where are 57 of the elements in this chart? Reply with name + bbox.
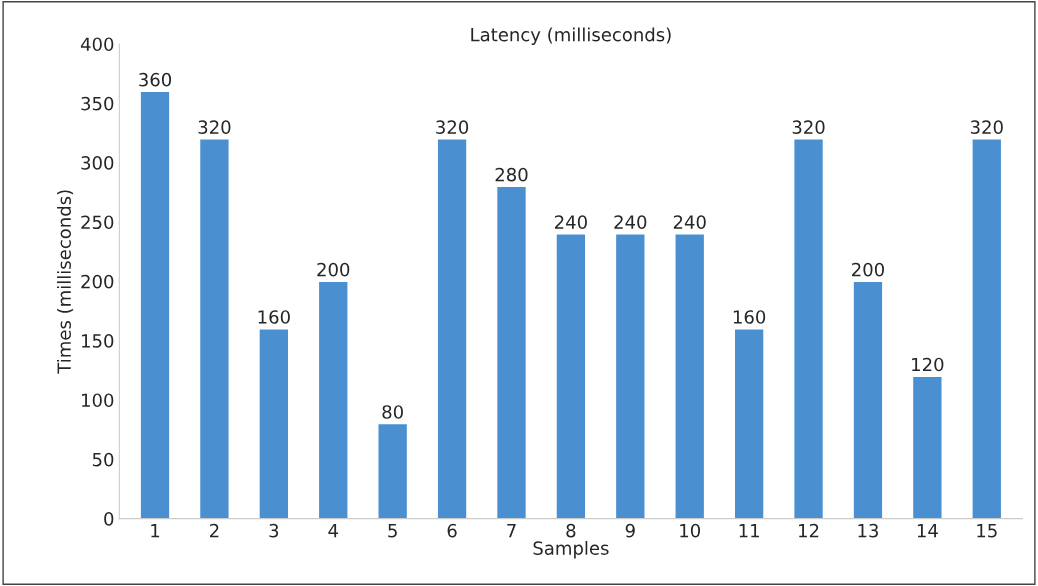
y-tick-label: 400 [80,37,114,52]
data-label: 200 [852,262,884,277]
x-tick-label: 6 [447,523,457,538]
x-tick-label: 12 [799,523,819,538]
bar [317,280,349,519]
x-tick-label: 14 [917,524,938,538]
data-label: 160 [258,310,290,324]
x-tick-label: 4 [328,524,338,538]
y-tick-label: 50 [92,452,114,467]
data-label: 360 [139,72,172,87]
x-tick-label: 2 [210,523,219,538]
x-tick-label: 5 [388,524,397,538]
x-tick-label: 3 [269,523,279,538]
x-tick-label: 1 [151,524,160,538]
x-tick-label: 10 [680,523,701,538]
bar [852,280,884,519]
bar [911,375,943,519]
bar [614,233,646,519]
bar [377,422,409,519]
data-label: 120 [912,357,944,372]
y-tick-label: 250 [81,215,114,230]
bar [733,328,765,519]
bar [971,138,1003,519]
y-tick-label: 300 [81,156,114,170]
x-tick-label: 9 [625,523,635,538]
bar [792,138,825,519]
data-label: 160 [733,310,766,324]
y-tick-label: 200 [81,274,114,289]
x-tick-label: 7 [507,524,516,538]
chart-title: Latency (milliseconds) [471,27,671,45]
y-tick-label: 150 [82,334,114,348]
x-tick-label: 8 [566,523,576,538]
y-tick-label: 0 [104,512,114,526]
data-label: 280 [495,167,528,182]
bar [555,233,587,519]
data-label: 240 [614,215,647,229]
data-label: 320 [436,120,469,134]
y-tick-label: 100 [82,393,114,408]
bar [198,138,230,519]
bar [436,138,468,519]
y-axis-title: Times (milliseconds) [57,190,74,374]
bar [139,90,171,519]
bar [495,185,528,519]
data-label: 320 [198,120,231,134]
x-tick-label: 11 [739,524,759,538]
data-label: 320 [970,120,1003,134]
bar [674,233,706,519]
y-tick-label: 350 [81,96,114,111]
x-axis-title: Samples [533,540,609,559]
x-tick-label: 15 [977,524,997,538]
data-label: 200 [317,262,350,277]
data-label: 240 [554,215,587,229]
bar [258,328,290,519]
data-label: 80 [382,405,403,419]
data-label: 240 [673,215,706,229]
data-label: 320 [792,120,825,134]
x-tick-label: 13 [858,523,878,538]
